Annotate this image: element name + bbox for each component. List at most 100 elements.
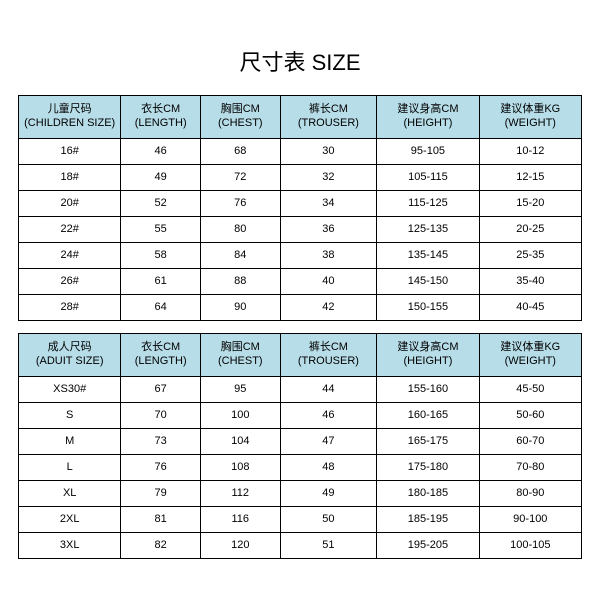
table-row: 26#618840145-15035-40 xyxy=(19,269,582,295)
table-cell: 16# xyxy=(19,139,121,165)
column-header: 儿童尺码(CHILDREN SIZE) xyxy=(19,96,121,139)
table-cell: 50 xyxy=(280,507,377,533)
table-cell: 67 xyxy=(121,377,201,403)
table-cell: 150-155 xyxy=(377,295,479,321)
table-cell: 49 xyxy=(121,165,201,191)
children-table-header: 儿童尺码(CHILDREN SIZE)衣长CM(LENGTH)胸围CM(CHES… xyxy=(19,96,582,139)
table-cell: 58 xyxy=(121,243,201,269)
table-cell: 135-145 xyxy=(377,243,479,269)
table-cell: 115-125 xyxy=(377,191,479,217)
column-header: 胸围CM(CHEST) xyxy=(200,334,280,377)
table-cell: 155-160 xyxy=(377,377,479,403)
table-cell: 18# xyxy=(19,165,121,191)
table-cell: 20# xyxy=(19,191,121,217)
table-cell: 2XL xyxy=(19,507,121,533)
table-cell: 70-80 xyxy=(479,455,581,481)
table-cell: 40 xyxy=(280,269,377,295)
table-cell: 80-90 xyxy=(479,481,581,507)
table-cell: 72 xyxy=(200,165,280,191)
table-cell: 52 xyxy=(121,191,201,217)
table-cell: 90 xyxy=(200,295,280,321)
table-cell: 76 xyxy=(121,455,201,481)
table-cell: 34 xyxy=(280,191,377,217)
table-cell: 175-180 xyxy=(377,455,479,481)
table-cell: 70 xyxy=(121,403,201,429)
column-header: 裤长CM(TROUSER) xyxy=(280,334,377,377)
table-cell: 51 xyxy=(280,533,377,559)
table-cell: 55 xyxy=(121,217,201,243)
table-cell: 125-135 xyxy=(377,217,479,243)
table-row: L7610848175-18070-80 xyxy=(19,455,582,481)
table-cell: 12-15 xyxy=(479,165,581,191)
adult-size-table: 成人尺码(ADUIT SIZE)衣长CM(LENGTH)胸围CM(CHEST)裤… xyxy=(18,333,582,559)
table-cell: 165-175 xyxy=(377,429,479,455)
column-header: 建议身高CM(HEIGHT) xyxy=(377,334,479,377)
table-cell: 105-115 xyxy=(377,165,479,191)
table-cell: L xyxy=(19,455,121,481)
table-cell: 60-70 xyxy=(479,429,581,455)
table-row: 24#588438135-14525-35 xyxy=(19,243,582,269)
table-cell: 84 xyxy=(200,243,280,269)
column-header: 胸围CM(CHEST) xyxy=(200,96,280,139)
table-cell: 28# xyxy=(19,295,121,321)
table-row: 20#527634115-12515-20 xyxy=(19,191,582,217)
table-cell: 10-12 xyxy=(479,139,581,165)
table-cell: 112 xyxy=(200,481,280,507)
table-cell: 15-20 xyxy=(479,191,581,217)
table-cell: 73 xyxy=(121,429,201,455)
table-cell: 180-185 xyxy=(377,481,479,507)
table-row: 28#649042150-15540-45 xyxy=(19,295,582,321)
table-cell: 26# xyxy=(19,269,121,295)
children-size-table: 儿童尺码(CHILDREN SIZE)衣长CM(LENGTH)胸围CM(CHES… xyxy=(18,95,582,321)
table-cell: 22# xyxy=(19,217,121,243)
table-row: 18#497232105-11512-15 xyxy=(19,165,582,191)
table-row: M7310447165-17560-70 xyxy=(19,429,582,455)
table-cell: 80 xyxy=(200,217,280,243)
table-cell: 100-105 xyxy=(479,533,581,559)
table-cell: 25-35 xyxy=(479,243,581,269)
table-cell: 20-25 xyxy=(479,217,581,243)
table-cell: 61 xyxy=(121,269,201,295)
table-cell: 95 xyxy=(200,377,280,403)
table-row: 2XL8111650185-19590-100 xyxy=(19,507,582,533)
column-header: 建议体重KG(WEIGHT) xyxy=(479,96,581,139)
page-title: 尺寸表 SIZE xyxy=(18,45,582,77)
table-cell: 36 xyxy=(280,217,377,243)
table-cell: 49 xyxy=(280,481,377,507)
table-cell: 30 xyxy=(280,139,377,165)
table-row: 22#558036125-13520-25 xyxy=(19,217,582,243)
table-cell: 32 xyxy=(280,165,377,191)
table-cell: 108 xyxy=(200,455,280,481)
table-cell: 24# xyxy=(19,243,121,269)
table-row: S7010046160-16550-60 xyxy=(19,403,582,429)
table-cell: 195-205 xyxy=(377,533,479,559)
column-header: 衣长CM(LENGTH) xyxy=(121,334,201,377)
table-row: 16#46683095-10510-12 xyxy=(19,139,582,165)
table-cell: 50-60 xyxy=(479,403,581,429)
table-cell: 45-50 xyxy=(479,377,581,403)
table-cell: 120 xyxy=(200,533,280,559)
table-cell: 116 xyxy=(200,507,280,533)
adult-table-header: 成人尺码(ADUIT SIZE)衣长CM(LENGTH)胸围CM(CHEST)裤… xyxy=(19,334,582,377)
table-cell: 90-100 xyxy=(479,507,581,533)
table-cell: M xyxy=(19,429,121,455)
table-cell: 81 xyxy=(121,507,201,533)
table-cell: 47 xyxy=(280,429,377,455)
table-cell: 185-195 xyxy=(377,507,479,533)
table-row: XS30#679544155-16045-50 xyxy=(19,377,582,403)
table-cell: 95-105 xyxy=(377,139,479,165)
table-row: 3XL8212051195-205100-105 xyxy=(19,533,582,559)
table-cell: 46 xyxy=(121,139,201,165)
table-cell: 145-150 xyxy=(377,269,479,295)
table-cell: 35-40 xyxy=(479,269,581,295)
table-cell: 82 xyxy=(121,533,201,559)
column-header: 衣长CM(LENGTH) xyxy=(121,96,201,139)
column-header: 裤长CM(TROUSER) xyxy=(280,96,377,139)
table-cell: 46 xyxy=(280,403,377,429)
table-cell: 88 xyxy=(200,269,280,295)
column-header: 建议体重KG(WEIGHT) xyxy=(479,334,581,377)
table-cell: 68 xyxy=(200,139,280,165)
table-cell: 160-165 xyxy=(377,403,479,429)
table-cell: 44 xyxy=(280,377,377,403)
table-cell: 76 xyxy=(200,191,280,217)
